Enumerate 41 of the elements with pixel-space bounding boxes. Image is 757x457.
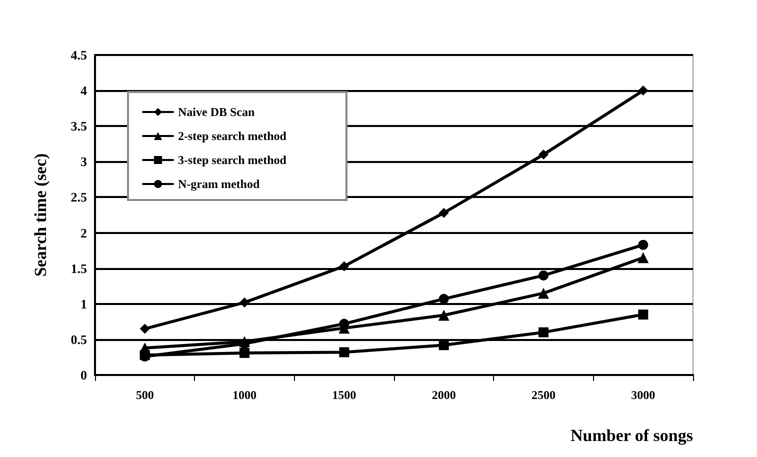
y-tick-label: 0 (80, 368, 87, 382)
legend-label: 2-step search method (178, 129, 287, 143)
x-tick-label: 500 (136, 388, 154, 402)
x-axis-title: Number of songs (570, 426, 694, 445)
point (638, 252, 649, 264)
y-axis-title: Search time (sec) (31, 153, 50, 277)
x-tick-label: 2000 (432, 388, 456, 402)
point (438, 294, 449, 304)
point (438, 340, 449, 350)
legend-label: Naive DB Scan (178, 105, 255, 119)
y-tick-label: 1.5 (70, 260, 88, 276)
x-tick-label: 3000 (631, 388, 656, 402)
point (339, 261, 350, 272)
point (538, 327, 548, 338)
y-tick-label: 2.5 (70, 190, 88, 205)
y-tick-label: 0.5 (70, 332, 88, 347)
legend-label: N-gram method (178, 177, 260, 191)
x-tick-label: 2500 (532, 388, 556, 402)
y-tick-label: 3.5 (70, 118, 88, 134)
point (240, 348, 250, 358)
point (638, 240, 648, 250)
y-tick-label: 4 (80, 83, 88, 98)
point (438, 310, 450, 321)
point (638, 310, 648, 320)
point (538, 270, 548, 280)
point (339, 347, 350, 358)
x-tick-label: 1000 (232, 388, 256, 402)
y-tick-label: 1 (80, 296, 87, 312)
y-tick-label: 2 (80, 225, 87, 240)
point (240, 338, 250, 349)
point (240, 297, 250, 308)
point (438, 208, 449, 218)
point (140, 324, 150, 334)
point (538, 288, 549, 299)
point (339, 318, 350, 329)
y-tick-label: 4.5 (70, 48, 88, 62)
y-tick-label: 3 (80, 154, 88, 170)
point (538, 150, 548, 160)
point (638, 86, 648, 96)
x-tick-label: 1500 (332, 388, 356, 402)
legend-label: 3-step search method (178, 153, 287, 167)
